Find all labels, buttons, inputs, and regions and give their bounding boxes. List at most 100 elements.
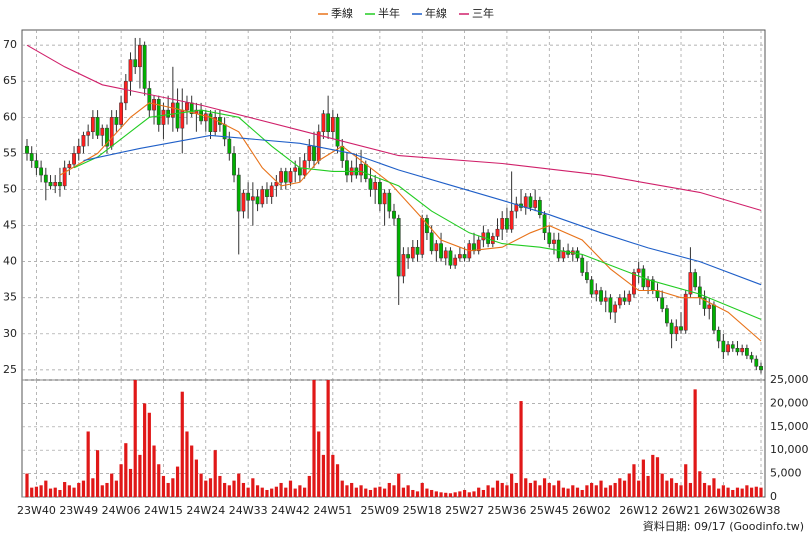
- volume-bar: [260, 487, 264, 497]
- volume-bar: [161, 475, 166, 497]
- candle-body: [669, 322, 674, 335]
- x-tick-label: 24W51: [313, 504, 352, 517]
- volume-bar: [100, 485, 104, 497]
- candle-body: [232, 153, 236, 176]
- volume-bar: [298, 485, 302, 497]
- candle-body: [90, 117, 95, 133]
- volume-bar: [712, 478, 716, 497]
- volume-bar: [458, 491, 462, 497]
- y-tick-label: 30: [3, 327, 17, 340]
- volume-bar: [58, 489, 62, 497]
- y-tick-label: 65: [3, 74, 17, 87]
- y-tick-label: 40: [3, 255, 17, 268]
- x-tick-label: 25W18: [403, 504, 442, 517]
- volume-bar: [754, 486, 758, 497]
- candle-body: [29, 153, 34, 161]
- volume-bar: [726, 487, 730, 497]
- volume-bar: [382, 488, 387, 497]
- volume-bar: [622, 480, 627, 497]
- volume-bar: [378, 486, 382, 497]
- candle-body: [707, 304, 712, 309]
- legend-label: 半年: [378, 6, 400, 20]
- volume-bar: [392, 485, 396, 497]
- volume-bar: [439, 492, 443, 497]
- candle-body: [307, 145, 312, 161]
- candle-body: [138, 44, 142, 68]
- y2-tick-label: 10,000: [770, 443, 808, 456]
- candle-body: [25, 145, 29, 154]
- candle-body: [542, 214, 547, 234]
- candle-body: [552, 239, 556, 244]
- volume-bar: [495, 480, 500, 497]
- candle-body: [632, 272, 636, 295]
- candle-body: [462, 254, 467, 259]
- volume-bar: [740, 488, 744, 497]
- candle-body: [279, 171, 283, 183]
- candle-body: [697, 286, 702, 298]
- candle-body: [86, 131, 91, 136]
- volume-bar: [157, 464, 161, 497]
- y-tick-label: 70: [3, 38, 17, 51]
- volume-bar: [641, 459, 645, 497]
- candle-body: [288, 171, 293, 183]
- legend-label: 年線: [425, 6, 447, 20]
- y-tick-label: 35: [3, 291, 17, 304]
- candle-body: [119, 102, 123, 125]
- volume-bar: [415, 491, 420, 497]
- candle-body: [608, 297, 613, 313]
- volume-bar: [48, 488, 53, 497]
- candle-body: [62, 167, 67, 187]
- volume-bar: [227, 485, 231, 497]
- candle-body: [208, 113, 213, 133]
- y-tick-label: 25: [3, 363, 17, 376]
- candle-body: [547, 232, 552, 244]
- volume-bar: [335, 464, 340, 497]
- candle-body: [476, 239, 481, 252]
- volume-bar: [110, 473, 114, 497]
- y-tick-label: 55: [3, 146, 17, 159]
- volume-bar: [232, 480, 236, 497]
- volume-bar: [175, 466, 180, 497]
- candle-body: [260, 189, 265, 205]
- candle-body: [335, 117, 340, 147]
- volume-bar: [749, 487, 754, 497]
- volume-bar: [434, 491, 438, 497]
- volume-bar: [340, 480, 344, 497]
- candle-body: [133, 59, 138, 68]
- candle-body: [53, 182, 58, 187]
- volume-bar: [128, 468, 133, 497]
- volume-bar: [674, 482, 678, 497]
- candle-body: [420, 218, 425, 255]
- volume-bar: [133, 380, 137, 497]
- volume-bar: [580, 489, 584, 497]
- volume-bar: [194, 459, 198, 497]
- candle-body: [617, 297, 622, 306]
- candle-body: [749, 355, 754, 360]
- candle-body: [185, 102, 189, 111]
- volume-bar: [528, 482, 533, 497]
- candle-body: [321, 113, 326, 133]
- candle-body: [326, 113, 331, 133]
- volume-bar: [119, 464, 123, 497]
- volume-bar: [575, 487, 580, 497]
- volume-bar: [702, 482, 707, 497]
- legend-label: 三年: [472, 6, 494, 20]
- x-tick-label: 24W15: [144, 504, 183, 517]
- candle-body: [265, 189, 269, 197]
- candle-body: [523, 196, 528, 208]
- candle-body: [636, 268, 641, 273]
- candle-body: [589, 279, 594, 295]
- candle-body: [599, 290, 603, 302]
- candle-body: [298, 167, 302, 176]
- volume-bar: [505, 485, 509, 497]
- candle-body: [274, 182, 279, 187]
- candle-body: [622, 297, 627, 302]
- candle-body: [142, 44, 147, 89]
- x-tick-label: 24W42: [271, 504, 310, 517]
- volume-bar: [731, 489, 735, 497]
- volume-bar: [147, 412, 151, 497]
- volume-bar: [557, 480, 561, 497]
- volume-bar: [721, 485, 725, 497]
- candle-body: [688, 272, 693, 295]
- candle-body: [387, 192, 392, 212]
